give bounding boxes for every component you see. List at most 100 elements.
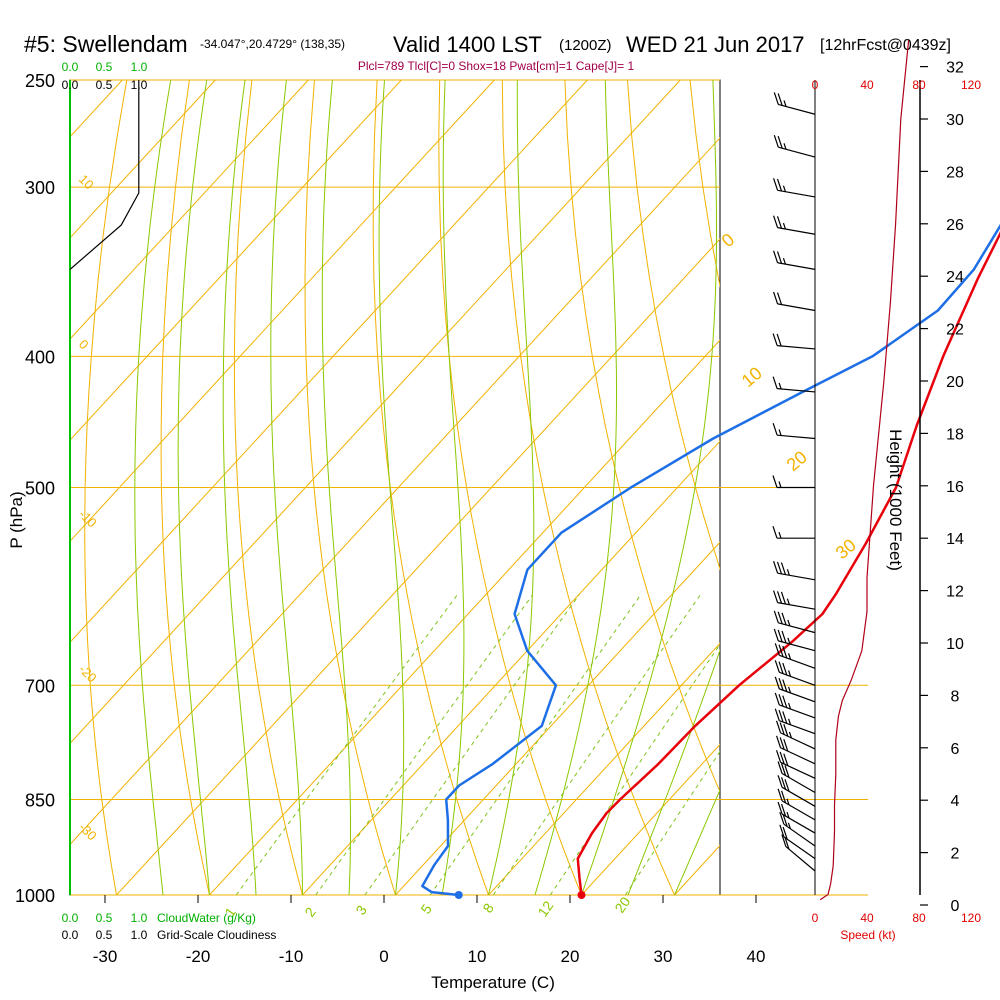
wind-barbs xyxy=(772,92,816,872)
height-tick-label: 6 xyxy=(951,741,960,758)
isotherm-line xyxy=(70,80,402,441)
mixing-ratio-line xyxy=(429,594,642,895)
x-tick-label: 30 xyxy=(654,947,673,966)
dry-adiabat xyxy=(564,80,720,794)
isotherm-lines xyxy=(70,80,1000,895)
mixing-ratio-line xyxy=(549,643,720,895)
isotherm-line xyxy=(395,541,720,895)
valid-date: WED 21 Jun 2017 xyxy=(626,32,805,57)
isotherm-line xyxy=(209,339,720,895)
wind-barb xyxy=(773,610,816,634)
height-tick-label: 12 xyxy=(946,584,964,601)
height-tick-label: 30 xyxy=(946,112,964,129)
isobar-lines xyxy=(70,79,868,896)
wind-barb xyxy=(773,178,816,198)
dry-adiabat-label: -20 xyxy=(76,662,100,686)
height-tick-label: 22 xyxy=(946,322,964,339)
cloudiness-tick-top: 0.5 xyxy=(96,78,113,92)
wind-barb xyxy=(774,708,816,735)
speed-tick-bottom: 40 xyxy=(860,911,874,925)
dry-adiabat xyxy=(501,80,675,895)
height-tick-label: 24 xyxy=(946,269,964,286)
cloudiness-profile xyxy=(69,80,140,270)
height-tick-label: 28 xyxy=(946,164,964,181)
cloudwater-label: CloudWater (g/Kg) xyxy=(157,911,256,925)
pressure-tick-label: 300 xyxy=(25,178,55,198)
wind-barb xyxy=(773,215,816,235)
pressure-tick-label: 500 xyxy=(25,479,55,499)
x-axis-title: Temperature (C) xyxy=(431,973,555,992)
x-tick-label: -10 xyxy=(279,947,304,966)
mixing-ratio-line xyxy=(364,594,580,895)
dry-adiabat-label: 10 xyxy=(76,172,97,193)
height-tick-label: 0 xyxy=(951,898,960,915)
mixing-ratio-label: 3 xyxy=(352,902,370,918)
x-tick-label: 0 xyxy=(379,947,388,966)
dry-adiabat xyxy=(160,80,210,895)
isotherm-line xyxy=(70,80,681,745)
isotherm-line xyxy=(861,80,1000,895)
cloud-tick-top: 0.0 xyxy=(62,60,79,74)
cloud-tick-bottom: 0.0 xyxy=(62,911,79,925)
wind-barb xyxy=(774,676,816,703)
wind-barb xyxy=(777,775,816,807)
temperature-profile xyxy=(576,231,1000,896)
dry-adiabat-label: 0 xyxy=(76,337,92,353)
mixing-ratio-label: 5 xyxy=(417,901,435,917)
cloud-scale-ticks: 0.0 0.0 0.0 0.0 0.5 0.5 0.5 0.5 1.0 1.0 1.0 1.0 xyxy=(62,60,148,942)
speed-tick-bottom: 120 xyxy=(961,911,981,925)
moist-adiabat xyxy=(177,80,210,895)
mixing-ratio-line xyxy=(235,594,458,895)
cloudiness-tick-bottom: 0.0 xyxy=(62,928,79,942)
isotherm-line xyxy=(302,440,720,895)
cloud-tick-bottom: 1.0 xyxy=(131,911,148,925)
isotherm-line xyxy=(116,238,720,895)
moist-adiabat-label: 10 xyxy=(738,363,766,391)
dry-adiabat-label: -10 xyxy=(76,507,100,531)
wind-barb xyxy=(772,376,816,393)
x-tick-label: -20 xyxy=(186,947,211,966)
height-tick-label: 14 xyxy=(946,531,964,548)
moist-adiabat xyxy=(134,80,172,895)
dry-adiabat-label: -30 xyxy=(76,820,100,844)
pressure-tick-label: 700 xyxy=(25,676,55,696)
height-tick-label: 4 xyxy=(951,793,960,810)
cloud-tick-top: 1.0 xyxy=(131,60,148,74)
moist-adiabat-lines xyxy=(134,80,720,895)
wind-barb xyxy=(773,250,816,270)
wind-barb xyxy=(775,750,816,779)
wind-barb xyxy=(775,720,816,750)
speed-tick-bottom: 80 xyxy=(912,911,926,925)
speed-tick-top: 0 xyxy=(812,78,819,92)
cloudiness-tick-top: 0.0 xyxy=(62,78,79,92)
wind-barb xyxy=(777,801,816,834)
speed-tick-top: 120 xyxy=(961,78,981,92)
wind-barb xyxy=(773,92,816,115)
y-axis-title: P (hPa) xyxy=(7,491,26,548)
surface-dewpoint-dot xyxy=(454,891,463,899)
isotherm-line xyxy=(70,80,495,542)
wind-barb xyxy=(772,333,816,350)
cloud-tick-top: 0.5 xyxy=(96,60,113,74)
dewpoint-profile xyxy=(421,223,1000,897)
sounding-profiles xyxy=(69,80,1000,899)
x-tick-label: 20 xyxy=(561,947,580,966)
dry-adiabat xyxy=(815,80,1000,895)
pressure-tick-label: 1000 xyxy=(15,886,55,906)
station-location: -34.047°,20.4729° (138,35) xyxy=(200,37,345,51)
pressure-tick-label: 250 xyxy=(25,71,55,91)
height-tick-label: 32 xyxy=(946,60,964,77)
isotherm-line xyxy=(70,80,309,340)
moist-adiabat-label: 0 xyxy=(718,229,739,251)
x-tick-label: -30 xyxy=(93,947,118,966)
moist-adiabat xyxy=(441,80,465,895)
x-tick-label: 10 xyxy=(468,947,487,966)
height-axis-title: Height (1000 Feet) xyxy=(886,429,905,571)
moist-adiabat-label: 20 xyxy=(783,447,811,475)
height-tick-label: 2 xyxy=(951,846,960,863)
dry-adiabat xyxy=(233,80,303,895)
mixing-ratio-line xyxy=(624,750,720,895)
